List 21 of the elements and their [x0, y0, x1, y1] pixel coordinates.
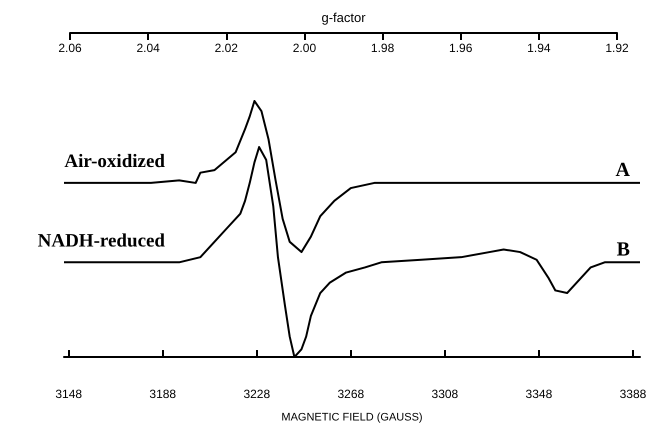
series-label: NADH-reduced	[38, 230, 166, 252]
x-tick-label: 3268	[337, 387, 364, 401]
x2-tick-label: 2.00	[292, 41, 316, 55]
x-tick-label: 3188	[149, 387, 176, 401]
x2-tick-label: 2.06	[58, 41, 82, 55]
x-axis-title: MAGNETIC FIELD (GAUSS)	[281, 412, 423, 424]
x2-tick-label: 1.92	[605, 41, 629, 55]
x2-tick-label: 2.02	[214, 41, 238, 55]
annotation: B	[616, 238, 630, 260]
x2-axis-title: g-factor	[321, 10, 366, 25]
annotation: A	[616, 158, 631, 181]
x-tick-label: 3148	[55, 387, 82, 401]
x-tick-label: 3228	[243, 387, 270, 401]
x-tick-label: 3308	[432, 387, 459, 401]
x2-tick-label: 1.96	[449, 41, 473, 55]
series-label: Air-oxidized	[64, 150, 166, 172]
x2-tick-label: 1.98	[370, 41, 395, 55]
x2-tick-label: 2.04	[136, 41, 160, 55]
x-tick-label: 3348	[526, 387, 553, 401]
x2-tick-label: 1.94	[527, 41, 551, 55]
x-tick-label: 3388	[620, 387, 647, 401]
